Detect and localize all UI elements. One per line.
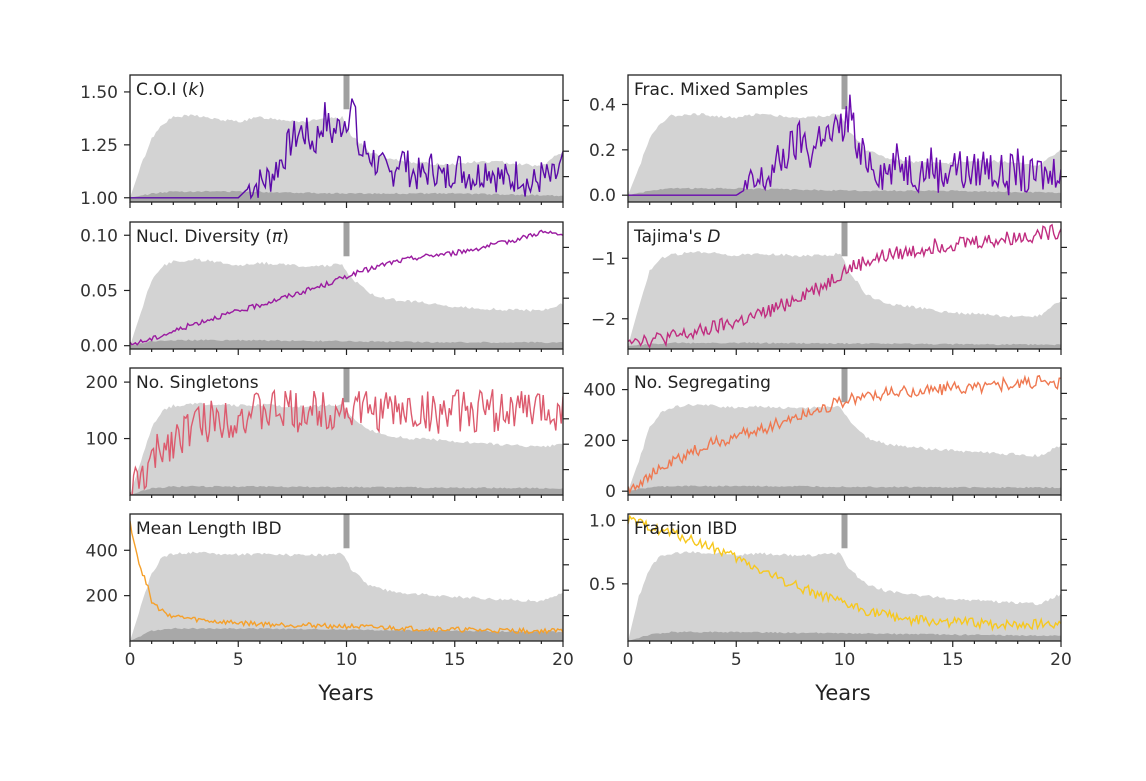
plot-area [130, 514, 563, 641]
envelope-light [628, 403, 1061, 495]
envelope-dark [130, 339, 563, 349]
intervention-marker [343, 368, 350, 403]
y-tick-label: 200 [86, 373, 118, 393]
intervention-marker [343, 75, 350, 110]
panel-title: No. Singletons [136, 373, 259, 393]
panel-8: 0.5 1.0 0 5 10 15 20 Fraction IBD [589, 511, 1072, 670]
envelope-dark [628, 342, 1061, 349]
series-line [628, 514, 1061, 632]
y-tick-label: 100 [86, 430, 118, 450]
envelope-light [628, 113, 1061, 202]
intervention-marker [343, 514, 350, 549]
y-tick-label: 400 [86, 541, 118, 561]
series-line [130, 520, 563, 635]
panel-5: 100 200 No. Singletons [86, 367, 569, 501]
series-line [628, 374, 1061, 495]
intervention-marker [343, 222, 350, 257]
panel-title: Fraction IBD [634, 519, 737, 539]
panel-title: Mean Length IBD [136, 519, 282, 539]
y-tick-label: −2 [591, 310, 616, 330]
envelope-dark [628, 187, 1061, 202]
intervention-marker [841, 75, 848, 110]
y-tick-label: 0.00 [80, 337, 118, 357]
x-tick-label: 20 [552, 650, 574, 670]
intervention-marker [841, 222, 848, 257]
x-tick-label: 10 [336, 650, 358, 670]
y-tick-label: 1.00 [80, 189, 118, 209]
y-tick-label: 1.50 [80, 83, 118, 103]
panel-1: 1.00 1.25 1.50 C.O.I (k) [80, 74, 569, 209]
y-tick-label: 1.0 [589, 511, 616, 531]
series-line [628, 223, 1061, 349]
envelope-dark [130, 627, 563, 641]
x-tick-label: 20 [1050, 650, 1072, 670]
plot-area [130, 368, 563, 495]
y-tick-label: −1 [591, 249, 616, 269]
series-line [130, 388, 563, 495]
intervention-marker [841, 368, 848, 403]
panel-title: No. Segregating [634, 373, 771, 393]
envelope-dark [130, 190, 563, 202]
y-tick-label: 200 [584, 431, 616, 451]
plot-area [628, 75, 1061, 202]
y-tick-label: 0.4 [589, 95, 616, 115]
x-tick-label: 0 [623, 650, 634, 670]
envelope-light [130, 402, 563, 495]
panel-2: 0.0 0.2 0.4 Frac. Mixed Samples [589, 74, 1067, 208]
plot-area [628, 514, 1061, 641]
y-tick-label: 200 [86, 587, 118, 607]
y-tick-label: 0.10 [80, 226, 118, 246]
y-tick-label: 0.5 [589, 575, 616, 595]
y-tick-label: 0.05 [80, 281, 118, 301]
series-line [130, 98, 563, 200]
envelope-light [628, 551, 1061, 641]
envelope-dark [130, 485, 563, 495]
x-tick-label: 15 [444, 650, 466, 670]
envelope-light [130, 258, 563, 349]
panel-3: 0.00 0.05 0.10 Nucl. Diversity (π) [80, 221, 569, 357]
x-tick-label: 5 [731, 650, 742, 670]
panel-6: 0 200 400 No. Segregating [584, 367, 1067, 502]
series-line [130, 229, 563, 346]
x-tick-label: 15 [942, 650, 964, 670]
y-tick-label: 400 [584, 381, 616, 401]
y-tick-label: 1.25 [80, 136, 118, 156]
y-tick-label: 0.0 [589, 186, 616, 206]
x-axis-title-left: Years [317, 681, 373, 705]
y-tick-label: 0 [605, 482, 616, 502]
envelope-light [130, 114, 563, 202]
plot-area [628, 222, 1061, 349]
plot-area [130, 75, 563, 202]
x-tick-label: 5 [233, 650, 244, 670]
panel-title: C.O.I (k) [136, 80, 205, 100]
envelope-dark [628, 631, 1061, 641]
envelope-light [130, 551, 563, 641]
y-tick-label: 0.2 [589, 141, 616, 161]
envelope-light [628, 251, 1061, 349]
envelope-dark [628, 485, 1061, 495]
x-axis-title-right: Years [814, 681, 870, 705]
x-tick-label: 10 [834, 650, 856, 670]
series-line [628, 94, 1061, 196]
intervention-marker [841, 514, 848, 549]
plot-area [628, 368, 1061, 495]
x-tick-label: 0 [125, 650, 136, 670]
panel-title: Nucl. Diversity (π) [136, 227, 289, 247]
panel-7: 200 400 0 5 10 15 20 Mean Length IBD [86, 513, 574, 670]
panel-title: Tajima's D [633, 227, 720, 247]
panel-title: Frac. Mixed Samples [634, 80, 808, 100]
plot-area [130, 222, 563, 349]
panel-4: −2 −1 Tajima's D [591, 221, 1067, 355]
